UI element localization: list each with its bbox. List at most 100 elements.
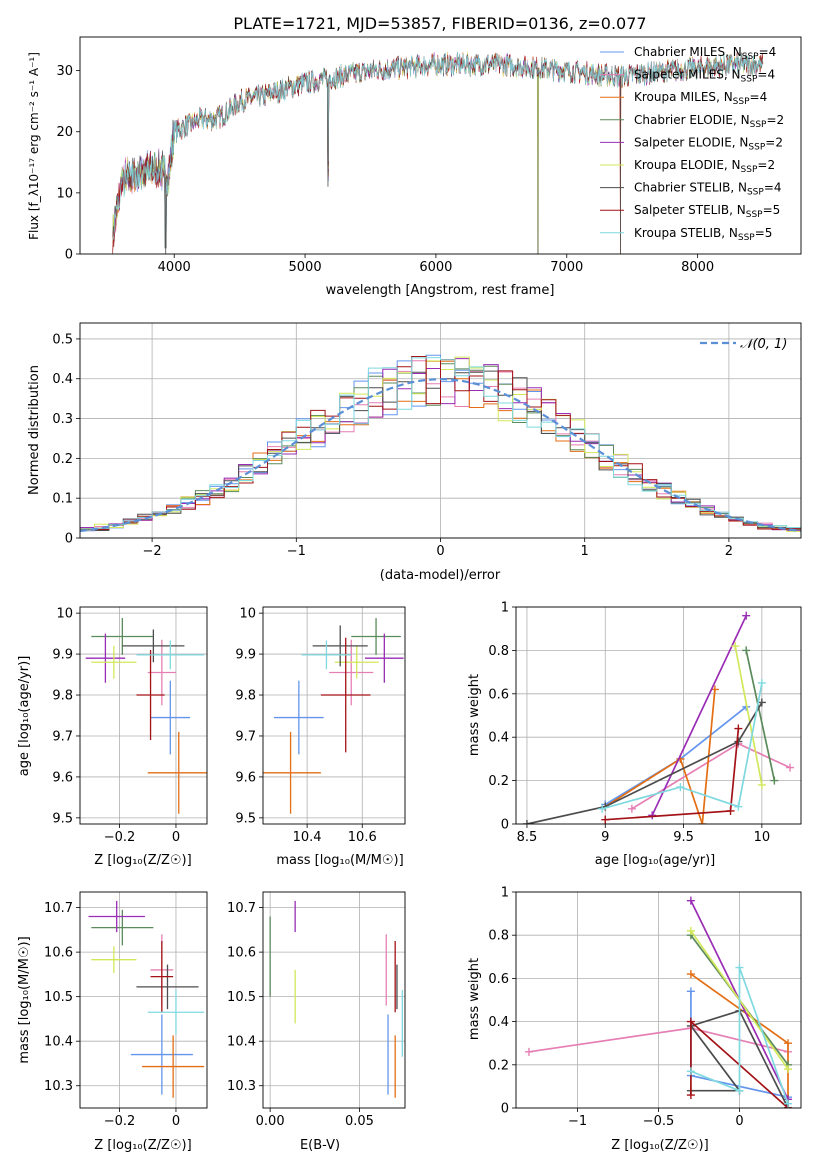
x-tick-label: −0.5 — [643, 1114, 675, 1129]
residuals-panel: (data-model)/error Normed distribution −… — [27, 322, 802, 583]
legend-entry-count: 4 — [774, 181, 782, 195]
x-tick-label: 0 — [436, 544, 444, 559]
x-tick-label: 4000 — [158, 260, 191, 275]
x-tick-label: 10 — [754, 830, 771, 845]
plot-area — [524, 896, 793, 1108]
spectrum-line-salpeter-miles — [112, 52, 764, 250]
weight-marker-salpeter-elodie — [686, 896, 695, 905]
legend-entry-prefix: , N — [724, 68, 741, 82]
plot-area — [85, 618, 207, 814]
y-tick-label: 10 — [56, 186, 73, 201]
weight-marker-chabrier-elodie — [742, 646, 751, 655]
plot-area — [112, 51, 764, 254]
weight-line-salpeter-miles — [631, 742, 791, 810]
y-tick-label: 0.6 — [488, 687, 509, 702]
y-tick-label: 10.3 — [44, 1079, 73, 1094]
spectrum-panel: wavelength [Angstrom, rest frame] Flux [… — [27, 36, 802, 298]
legend-entry-prefix: , N — [729, 203, 746, 217]
legend-entry: Salpeter ELODIE, NSSP=2 — [634, 135, 783, 152]
x-tick-label: 9 — [601, 830, 609, 845]
legend-entry-equals: = — [757, 158, 767, 172]
legend-entry-prefix: , N — [725, 45, 742, 59]
weight-marker-kroupa-miles — [698, 820, 707, 824]
plot-area — [263, 618, 404, 814]
weight-marker-salpeter-stelib — [726, 806, 735, 815]
weight-marker-salpeter-stelib — [734, 724, 743, 733]
ageM-xlabel: mass [log₁₀(M/M☉)] — [276, 853, 403, 868]
weight-vs-age-panel: age [log₁₀(age/yr)] mass weight 8.5 9 9.5 1… — [467, 601, 802, 868]
legend-entry-name: Salpeter ELODIE — [634, 135, 732, 149]
legend-entry-equals: = — [759, 45, 769, 59]
plot-area — [269, 900, 403, 1098]
y-tick-label: 0.5 — [52, 332, 73, 347]
y-tick-label: 0 — [65, 532, 73, 547]
legend-entry: Kroupa STELIB, NSSP=5 — [634, 226, 772, 243]
axes-frame — [262, 606, 406, 825]
weight-marker-chabrier-elodie — [770, 776, 779, 785]
x-tick-label: 1 — [581, 544, 589, 559]
weight-line-kroupa-stelib — [690, 967, 789, 1104]
ageZ-xlabel: Z [log₁₀(Z/Z☉)] — [94, 853, 191, 868]
legend-entry-subscript: SSP — [738, 233, 755, 243]
weight-marker-chabrier-stelib — [734, 737, 743, 746]
weight-line-chabrier-miles — [604, 706, 747, 806]
legend-entry-prefix: , N — [730, 181, 747, 195]
x-tick-label: 5000 — [289, 260, 322, 275]
plot-area — [88, 900, 205, 1098]
spectrum-line-kroupa-stelib — [112, 51, 764, 241]
legend-entry: Salpeter STELIB, NSSP=5 — [634, 203, 780, 220]
y-tick-label: 10.6 — [227, 946, 256, 961]
weight-marker-kroupa-elodie — [731, 642, 740, 651]
y-tick-label: 9.6 — [52, 770, 73, 785]
legend-entry: Chabrier MILES, NSSP=4 — [634, 45, 776, 62]
weight-marker-kroupa-elodie — [784, 1065, 793, 1074]
x-tick-label: 0.05 — [345, 1114, 374, 1129]
legend-entry: Salpeter MILES, NSSP=4 — [634, 68, 775, 85]
spectrum-line-chabrier-stelib — [112, 52, 764, 249]
y-tick-label: 0 — [501, 1102, 509, 1117]
weight-line-chabrier-stelib — [526, 702, 763, 824]
y-tick-label: 0.2 — [488, 1058, 509, 1073]
x-tick-label: −0.2 — [104, 830, 136, 845]
x-tick-label: 7000 — [550, 260, 583, 275]
x-tick-label: 0 — [172, 830, 180, 845]
spectrum-ylabel: Flux [f_λ10⁻¹⁷ erg cm⁻² s⁻¹ A⁻¹] — [27, 52, 41, 240]
x-tick-label: 2 — [725, 544, 733, 559]
weight-marker-chabrier-stelib — [757, 698, 766, 707]
spectrum-xlabel: wavelength [Angstrom, rest frame] — [326, 283, 555, 298]
y-tick-label: 10.7 — [227, 901, 256, 916]
normal-curve — [80, 378, 801, 533]
x-tick-label: 0.00 — [256, 1114, 285, 1129]
weight-marker-salpeter-miles — [627, 804, 636, 813]
y-tick-label: 30 — [56, 64, 73, 79]
x-tick-label: 8000 — [681, 260, 714, 275]
legend-entry-prefix: , N — [733, 113, 750, 127]
y-tick-label: 10 — [239, 607, 256, 622]
weight-marker-salpeter-stelib — [686, 1017, 695, 1026]
legend-entry-name: Chabrier MILES — [634, 45, 725, 59]
legend-entry-subscript: SSP — [746, 210, 763, 220]
weight-marker-kroupa-elodie — [757, 780, 766, 789]
legend-entry-subscript: SSP — [733, 97, 750, 107]
y-tick-label: 10.4 — [44, 1035, 73, 1050]
y-tick-label: 0.4 — [488, 731, 509, 746]
axes-frame — [79, 891, 208, 1109]
histogram-salpeter-stelib — [80, 356, 801, 534]
legend-entry-count: 5 — [765, 226, 773, 240]
y-tick-label: 10.5 — [44, 990, 73, 1005]
legend-entry: Kroupa MILES, NSSP=4 — [634, 90, 767, 107]
legend-entry: Kroupa ELODIE, NSSP=2 — [634, 158, 775, 175]
weight-marker-salpeter-elodie — [742, 611, 751, 620]
legend-entry-count: 4 — [760, 90, 768, 104]
weight-marker-kroupa-miles — [686, 970, 695, 979]
legend-entry-equals: = — [763, 203, 773, 217]
axes-frame — [79, 36, 802, 255]
y-tick-label: 0 — [501, 818, 509, 833]
legend-entry-subscript: SSP — [750, 120, 767, 130]
legend-entry-subscript: SSP — [748, 142, 765, 152]
legend-entry-count: 2 — [767, 158, 775, 172]
legend-entry-count: 2 — [777, 113, 785, 127]
weight-marker-salpeter-miles — [524, 1047, 533, 1056]
legend-entry-subscript: SSP — [742, 52, 759, 62]
